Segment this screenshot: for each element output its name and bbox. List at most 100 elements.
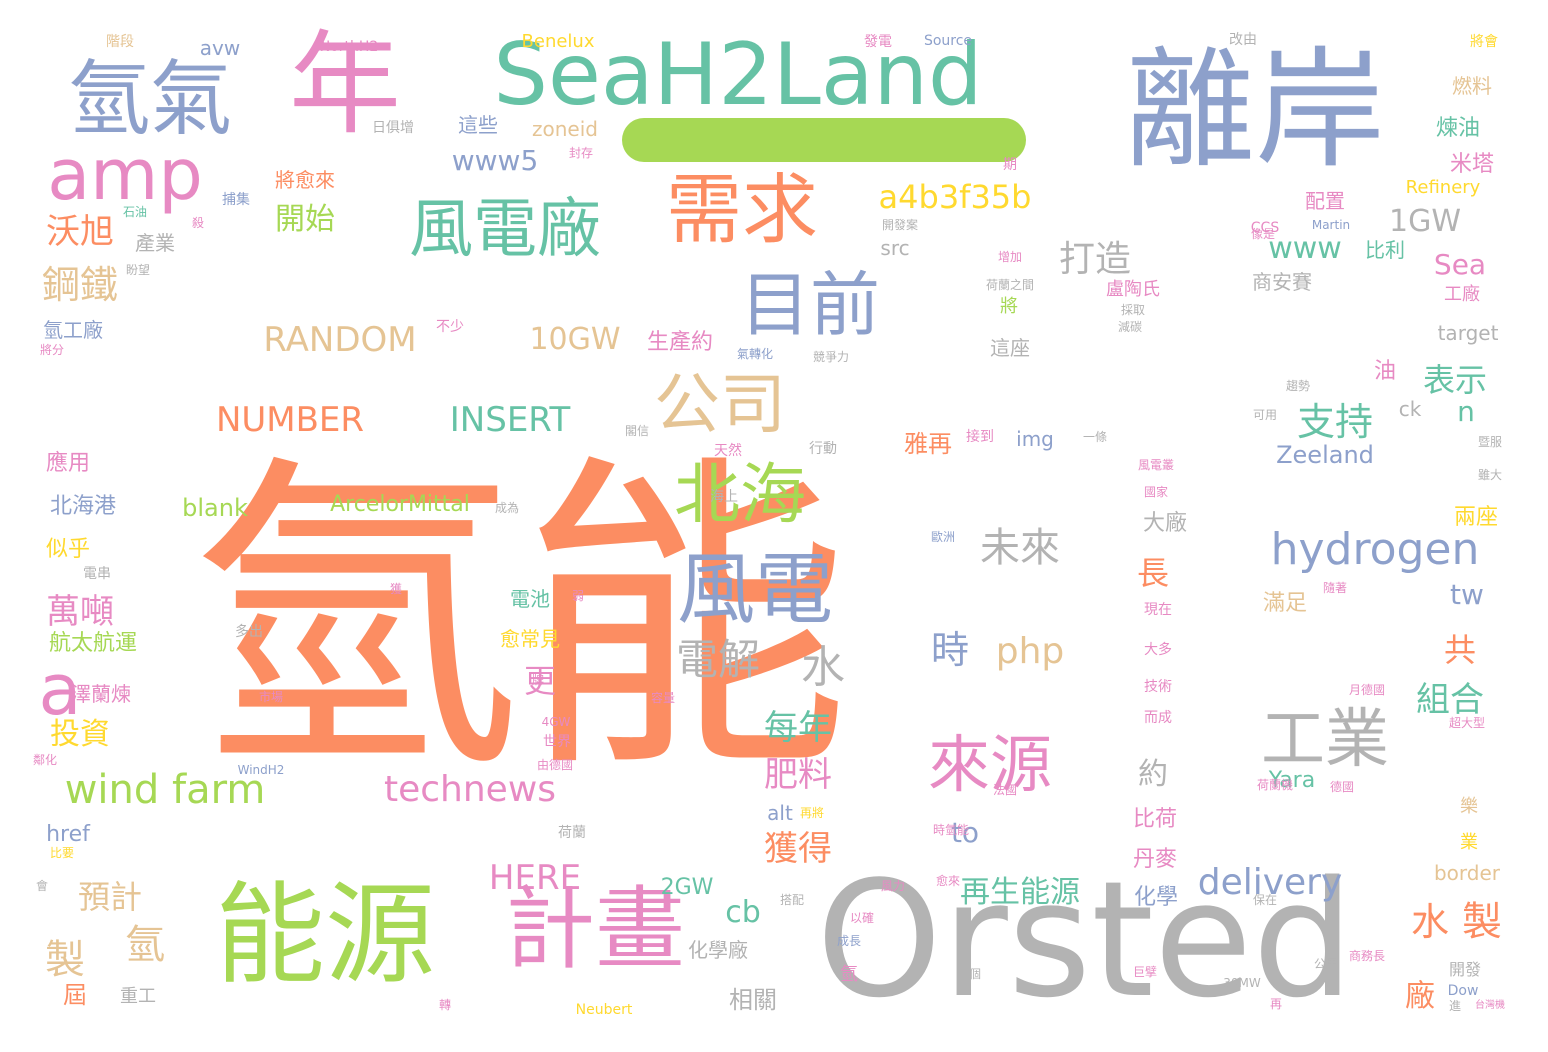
cloud-word: 將分 [39,343,65,357]
cloud-word: 未來 [980,525,1060,571]
cloud-word: 1GW [1389,204,1461,239]
cloud-word: 北海 [674,456,806,533]
cloud-word: 萬噸 [46,592,114,632]
cloud-word: 風力 [880,879,906,893]
cloud-word: 更 [523,662,557,700]
cloud-word: 期 [1003,157,1017,173]
cloud-word: 澤蘭煉 [71,682,131,706]
cloud-word: 不少 [436,319,464,335]
cloud-word: 水 [801,642,845,693]
cloud-word: wind farm [64,767,266,813]
cloud-word: 北海港 [49,494,117,519]
cloud-word: 2GW [660,875,714,900]
cloud-word: 鋼鐵 [41,263,119,307]
cloud-word: 再 [1269,997,1283,1011]
cloud-word: 多出 [235,624,263,640]
cloud-word: 發電 [864,34,892,50]
dash-mark [622,118,1026,162]
cloud-word: hydrogen [1270,524,1480,575]
cloud-word: 配置 [1305,189,1345,213]
cloud-word: 化學廠 [688,938,748,962]
cloud-word: 兩座 [1453,505,1499,530]
cloud-word: Source [923,33,973,49]
cloud-word: 樂 [1460,796,1478,817]
cloud-word: href [46,822,90,847]
cloud-word: Refinery [1405,177,1481,198]
cloud-word: 氫工廠 [43,318,103,342]
cloud-word: 盼望 [125,263,151,277]
cloud-word: amp [47,134,203,216]
cloud-word: 時氫能 [932,823,970,837]
cloud-word: php [995,631,1065,672]
cloud-word: alt [767,801,793,825]
cloud-word: 市場 [258,690,284,704]
cloud-word: 組合 [1416,680,1484,720]
cloud-word: 風電 [676,545,834,635]
cloud-word: CCS [1250,220,1280,236]
cloud-word: 鄰化 [32,753,58,767]
cloud-word: 閣信 [624,424,650,438]
cloud-word: 需求 [666,165,818,254]
cloud-word: 雖大 [1477,468,1503,482]
cloud-word: 氣轉化 [736,347,774,361]
cloud-word: 可用 [1252,408,1278,422]
cloud-word: 比荷 [1132,807,1178,832]
cloud-word: 捕集 [222,192,250,208]
cloud-word: 支持 [1296,400,1374,444]
cloud-word: 時 [930,628,970,672]
cloud-word: 世界 [543,734,571,750]
cloud-word: Sea [1433,248,1487,281]
cloud-word: 航太航運 [48,631,138,656]
cloud-word: 再生能源 [960,875,1080,910]
cloud-word: 減碳 [1117,320,1143,334]
cloud-word: 成為 [494,501,520,515]
cloud-word: a [38,649,82,731]
cloud-word: border [1433,861,1501,885]
cloud-word: 像是 [1250,227,1276,241]
cloud-word: 進 [1448,999,1462,1013]
cloud-word: 將會 [1470,34,1498,50]
cloud-word: 月德國 [1348,683,1386,697]
cloud-word: cb [725,895,761,930]
cloud-word: 工業 [1261,703,1389,777]
cloud-word: 預計 [77,878,143,916]
cloud-word: 產業 [135,231,175,255]
cloud-word: 石油 [122,205,148,219]
cloud-word: src [880,236,910,260]
cloud-word: 打造 [1058,239,1132,280]
cloud-word: 業 [1460,832,1478,853]
cloud-word: 一條 [1082,430,1108,444]
cloud-word: 投資 [50,717,110,752]
cloud-word: 搭配 [779,893,805,907]
cloud-word: 成長 [836,934,862,948]
cloud-word: avw [199,36,241,60]
cloud-word: 離岸 [1124,34,1386,186]
cloud-word: 以確 [849,911,875,925]
cloud-word: 保在 [1252,893,1278,907]
cloud-word: 增加 [997,250,1023,264]
cloud-word: zoneid [532,117,598,141]
cloud-word: 丹麥 [1132,847,1178,872]
cloud-word: 一個 [956,967,982,981]
cloud-word: www [1268,231,1342,266]
cloud-word: n [1457,395,1475,428]
cloud-word: 共 [1443,631,1477,669]
cloud-word: 由德國 [536,758,574,772]
cloud-word: 4GW [541,715,571,729]
cloud-word: 荷蘭 [558,825,586,841]
cloud-word: 現在 [1144,602,1172,618]
cloud-word: 轉 [438,998,452,1012]
cloud-word: 海上 [710,489,738,505]
cloud-word: 燃料 [1452,74,1492,98]
cloud-word: a4b3f35b [878,178,1032,216]
cloud-word: 氫 [840,964,858,985]
cloud-word: 將愈來 [275,168,335,192]
cloud-word: 開發 [1448,960,1482,979]
cloud-word: 工廠 [1444,284,1480,305]
cloud-word: 比利 [1365,238,1405,262]
cloud-word: 開發案 [881,218,919,232]
cloud-word: 應用 [45,451,91,476]
cloud-word: delivery [1197,862,1343,903]
cloud-word: 愈來 [935,874,961,888]
